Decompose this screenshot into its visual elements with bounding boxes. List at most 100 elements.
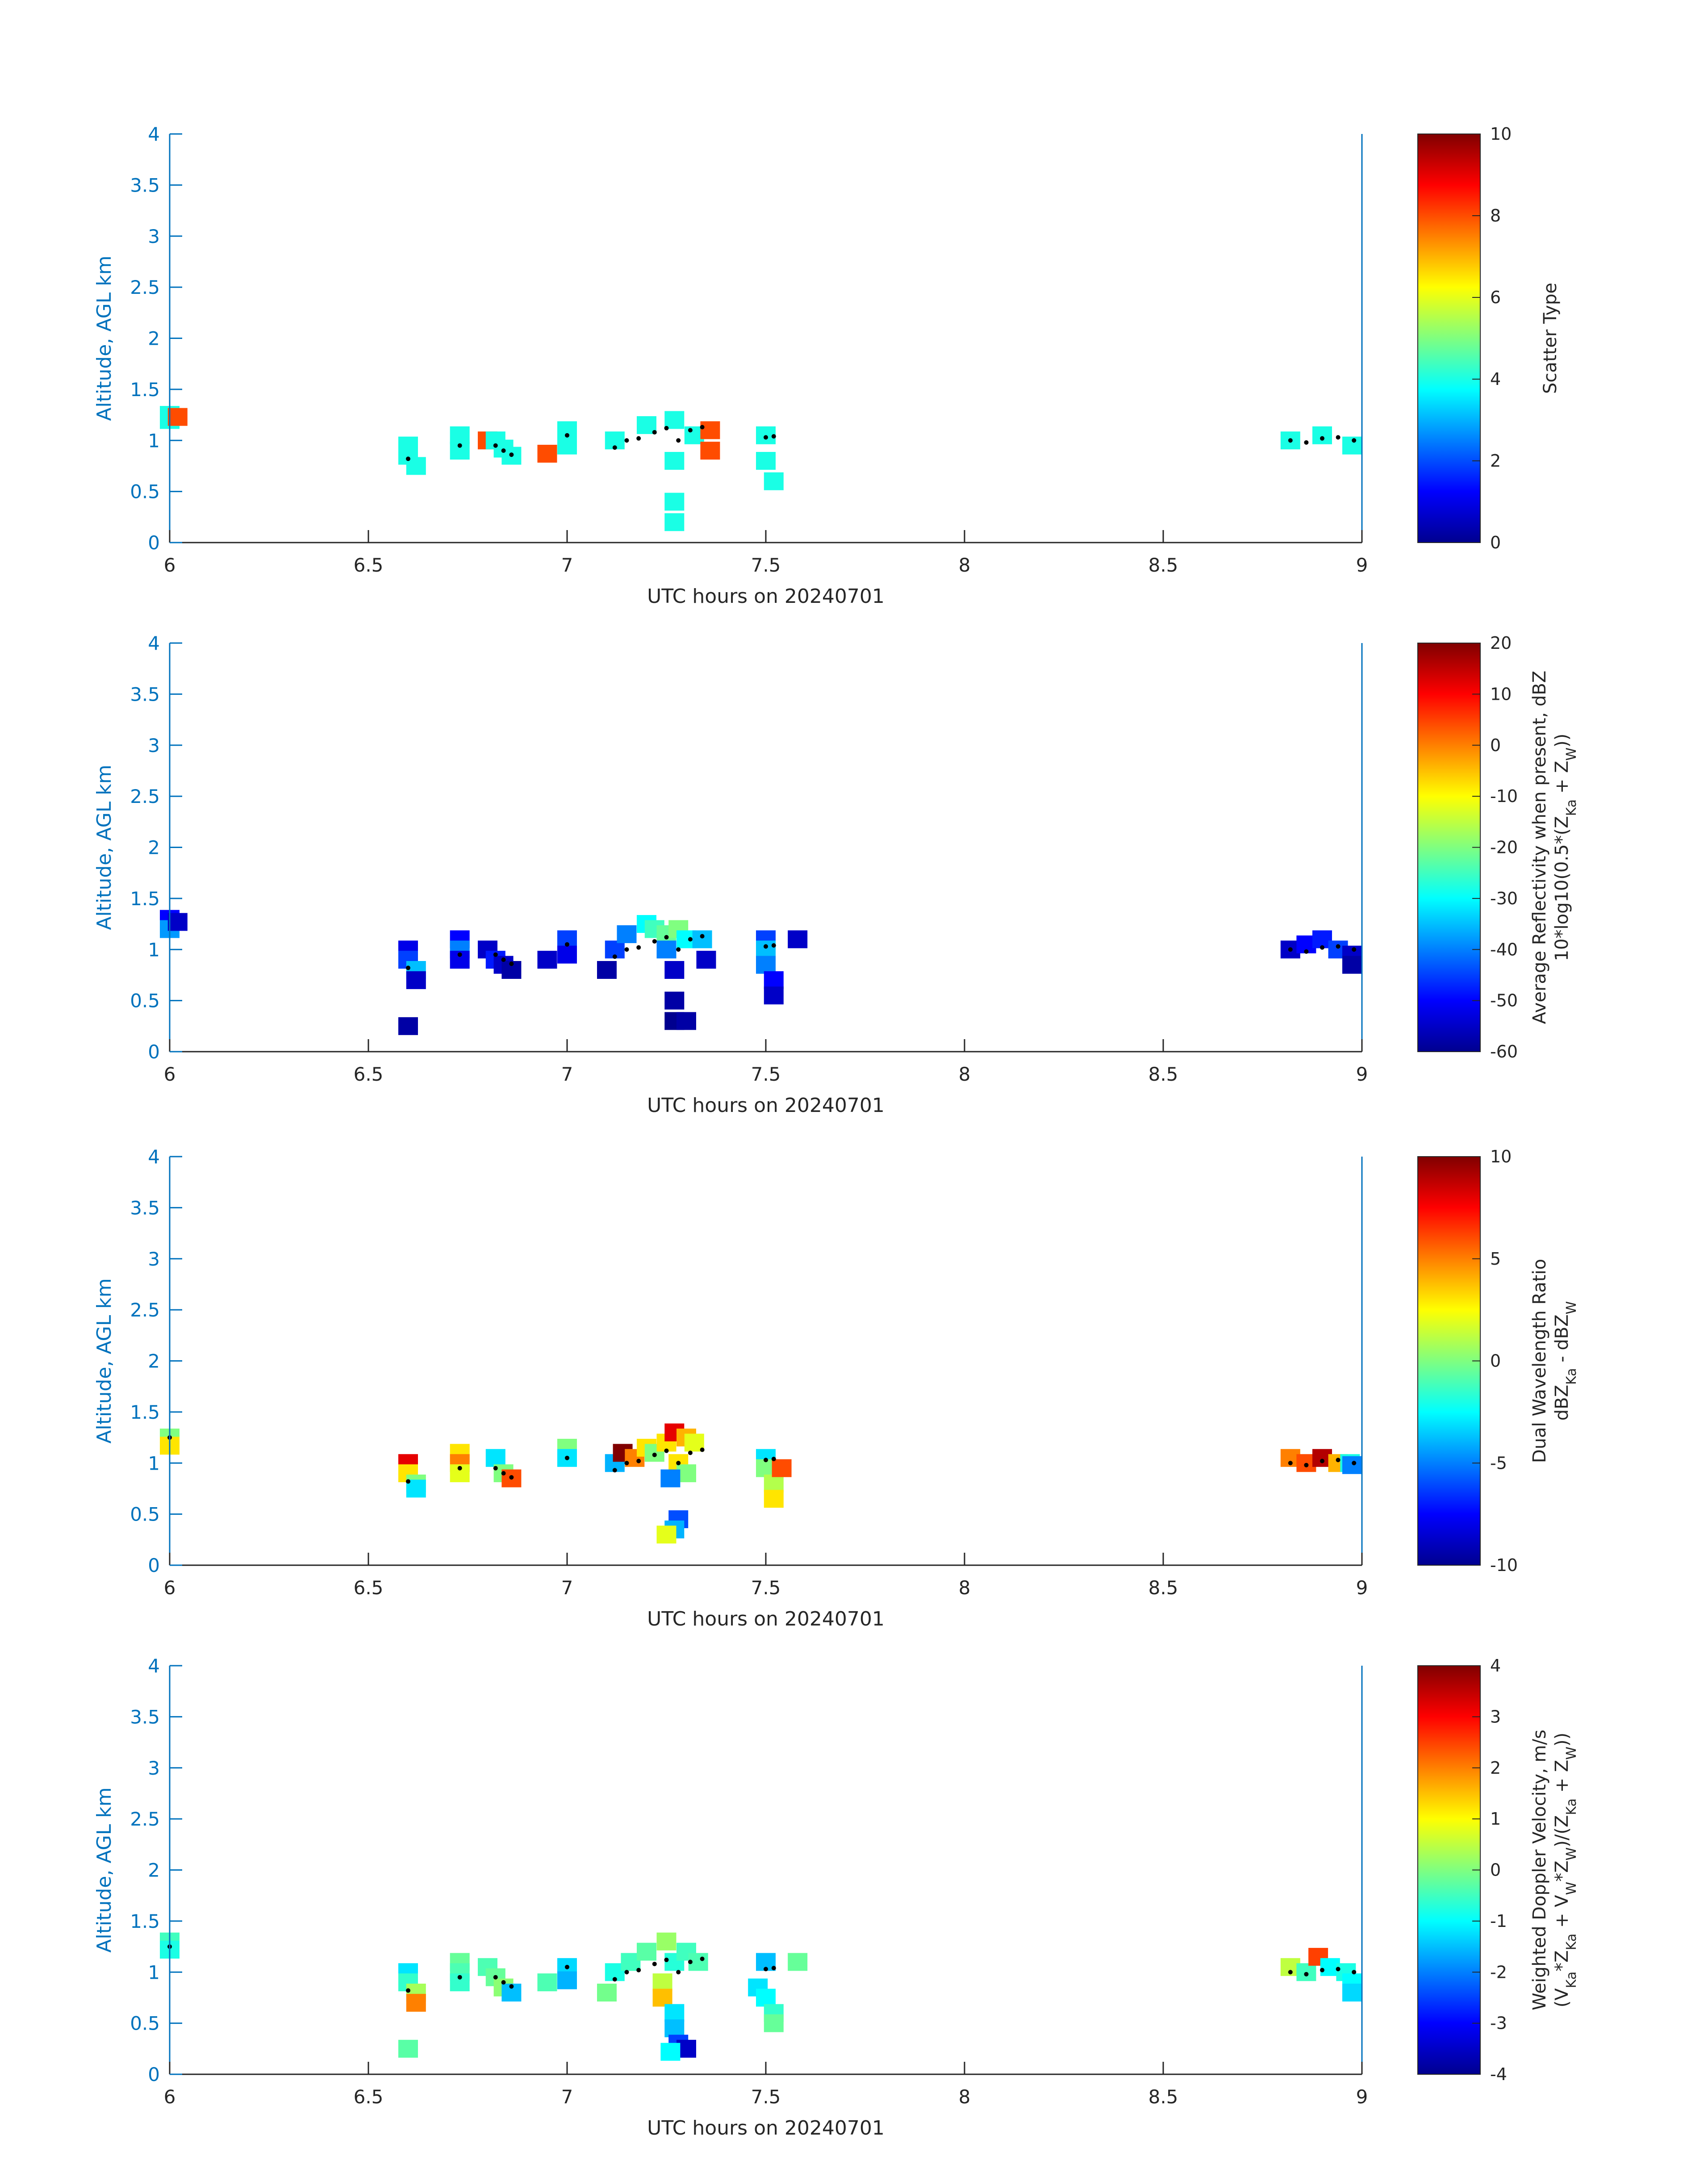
data-cell — [652, 1989, 672, 2007]
data-cell — [656, 940, 677, 959]
data-marker — [1320, 1458, 1324, 1463]
data-cell — [597, 961, 617, 979]
colorbar-tick-label: -5 — [1490, 1453, 1507, 1473]
colorbar-tick-label: 20 — [1490, 633, 1512, 653]
data-marker — [652, 1452, 657, 1457]
data-marker — [501, 1980, 506, 1985]
data-cell — [406, 971, 426, 989]
data-marker — [764, 435, 768, 440]
data-cell — [664, 493, 685, 511]
colorbar-tick-label: -2 — [1490, 1962, 1507, 1982]
data-marker — [493, 952, 498, 957]
data-marker — [771, 943, 776, 948]
data-markers — [406, 425, 1357, 461]
data-cell — [1342, 1984, 1362, 2002]
x-tick-label: 8 — [959, 1063, 971, 1085]
colorbar-tick-label: 2 — [1490, 451, 1501, 471]
data-cell — [756, 956, 776, 974]
data-marker — [636, 945, 641, 950]
x-axis-label: UTC hours on 20240701 — [647, 1094, 885, 1117]
data-cell — [557, 945, 577, 964]
colorbar-tick-label: 0 — [1490, 533, 1501, 552]
x-tick-label: 6.5 — [354, 2086, 384, 2108]
y-tick-label: 0 — [148, 1554, 160, 1576]
x-tick-label: 8 — [959, 1577, 971, 1599]
data-marker — [457, 1975, 462, 1980]
colorbar — [1417, 1156, 1481, 1566]
colorbar-tick-label: 10 — [1490, 124, 1512, 144]
data-marker — [1320, 945, 1324, 950]
x-tick-label: 9 — [1356, 2086, 1368, 2108]
data-marker — [636, 436, 641, 441]
y-tick-label: 2.5 — [130, 276, 160, 298]
data-marker — [612, 1468, 617, 1473]
y-tick-label: 0 — [148, 2064, 160, 2085]
data-marker — [1288, 1461, 1293, 1466]
data-marker — [676, 947, 681, 952]
colorbar-label-line: Weighted Doppler Velocity, m/s — [1529, 1730, 1550, 2010]
data-marker — [457, 952, 462, 957]
y-tick-label: 4 — [148, 1146, 160, 1168]
colorbar-label: Dual Wavelength Ratio dBZKa - dBZW — [1529, 1259, 1579, 1463]
data-markers — [406, 934, 1357, 970]
data-marker — [509, 452, 514, 457]
data-marker — [509, 1984, 514, 1989]
y-tick-label: 2.5 — [130, 1808, 160, 1830]
x-tick-label: 6 — [164, 1577, 176, 1599]
data-marker — [624, 947, 629, 952]
colorbar-label-segment: + Z — [1552, 1760, 1572, 1798]
x-axis-label: UTC hours on 20240701 — [647, 585, 885, 608]
data-cells — [160, 1423, 1362, 1544]
data-marker — [1320, 436, 1324, 441]
data-cell — [660, 2043, 681, 2061]
y-axis-label: Altitude, AGL km — [93, 1278, 116, 1443]
y-tick-label: 0.5 — [130, 2013, 160, 2035]
data-marker — [624, 438, 629, 443]
y-tick-label: 1.5 — [130, 1910, 160, 1932]
y-tick-label: 2.5 — [130, 786, 160, 807]
data-marker — [1336, 1967, 1341, 1972]
data-cells — [160, 406, 1362, 531]
colorbar-label-segment: )) — [1552, 1733, 1572, 1747]
data-marker — [1304, 440, 1309, 445]
data-cell — [537, 951, 557, 969]
colorbar-tick-label: -40 — [1490, 940, 1518, 959]
data-marker — [493, 443, 498, 448]
x-tick-label: 7 — [561, 554, 573, 576]
data-cells — [160, 1932, 1362, 2061]
data-marker — [565, 1455, 569, 1460]
colorbar-label-segment: )) — [1552, 734, 1572, 748]
data-cell — [677, 1012, 696, 1030]
y-tick-label: 3 — [148, 226, 160, 247]
colorbar-label-subscript: Ka — [1564, 1368, 1579, 1385]
y-tick-label: 1 — [148, 1452, 160, 1474]
y-tick-label: 0.5 — [130, 1504, 160, 1525]
x-tick-label: 7.5 — [751, 2086, 781, 2108]
data-cell — [597, 1984, 617, 2002]
y-tick-label: 2 — [148, 1350, 160, 1372]
colorbar-label-line: Average Reflectivity when present, dBZ — [1529, 671, 1550, 1024]
x-tick-label: 8.5 — [1148, 1063, 1178, 1085]
data-cell — [664, 2004, 685, 2022]
y-tick-label: 2.5 — [130, 1299, 160, 1321]
data-marker — [1352, 1461, 1357, 1466]
x-tick-label: 8.5 — [1148, 554, 1178, 576]
colorbar-tick-label: 2 — [1490, 1758, 1501, 1778]
data-cell — [1342, 1456, 1362, 1474]
data-cell — [557, 436, 577, 455]
y-tick-label: 1 — [148, 939, 160, 961]
data-marker — [1352, 1970, 1357, 1975]
data-cell — [406, 1993, 426, 2012]
data-marker — [664, 1957, 669, 1962]
y-tick-label: 0 — [148, 1041, 160, 1063]
data-marker — [688, 1960, 693, 1964]
data-marker — [406, 1479, 410, 1484]
data-marker — [1352, 438, 1357, 443]
data-cell — [398, 2039, 418, 2058]
colorbar-label-segment: *Z — [1552, 1860, 1572, 1881]
colorbar-tick-label: 1 — [1490, 1809, 1501, 1829]
colorbar-tick-label: -60 — [1490, 1042, 1518, 1061]
data-marker — [501, 1471, 506, 1476]
data-marker — [652, 1961, 657, 1966]
colorbar-tick-label: 10 — [1490, 1147, 1512, 1166]
